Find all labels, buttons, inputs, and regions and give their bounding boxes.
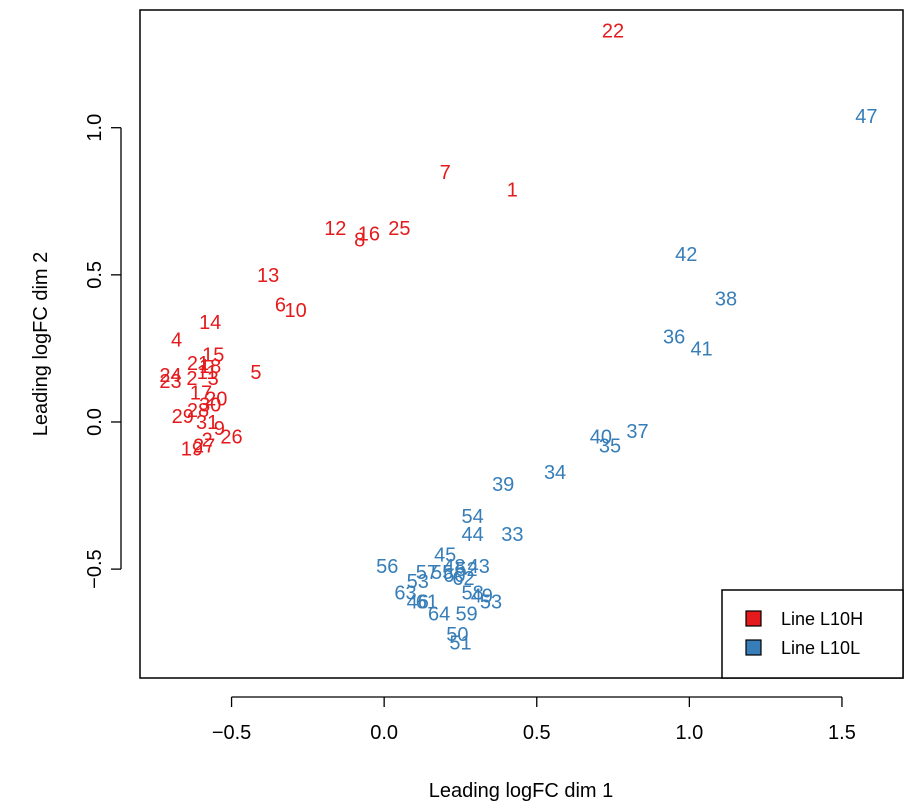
data-point-label: 33: [501, 524, 523, 546]
data-point-label: 41: [690, 338, 712, 360]
data-point-label: 54: [462, 506, 484, 528]
data-point-label: 53: [480, 591, 502, 613]
x-axis: −0.5 0.0 0.5 1.0 1.5: [212, 696, 856, 744]
data-point-label: 10: [285, 300, 307, 322]
data-point-label: 64: [428, 603, 450, 625]
legend: Line L10H Line L10L: [721, 589, 904, 679]
legend-swatch-line-l10l: [745, 639, 762, 656]
data-point-label: 60: [443, 565, 465, 587]
y-tick-label: 0.0: [84, 408, 106, 436]
legend-label-line-l10l: Line L10L: [781, 638, 860, 658]
data-point-label: 2: [186, 368, 197, 390]
data-point-label: 53: [407, 571, 429, 593]
data-point-label: 43: [468, 556, 490, 578]
data-point-label: 36: [663, 327, 685, 349]
data-point-label: 52: [455, 559, 477, 581]
data-point-label: 30: [199, 394, 221, 416]
data-point-label: 47: [855, 106, 877, 128]
data-point-label: 45: [434, 544, 456, 566]
y-tick-label: 1.0: [84, 114, 106, 142]
x-tick-label: 1.5: [828, 722, 856, 744]
data-point-label: 22: [602, 21, 624, 43]
data-point-label: 49: [471, 586, 493, 608]
data-point-label: 1: [507, 180, 518, 202]
data-point-label: 44: [462, 524, 484, 546]
data-point-label: 50: [446, 624, 468, 646]
data-point-label: 3: [208, 368, 219, 390]
data-point-label: 25: [388, 218, 410, 240]
data-point-label: 11: [197, 362, 218, 384]
data-point-label: 9: [214, 418, 225, 440]
data-point-label: 31: [196, 412, 218, 434]
x-tick-label: −0.5: [212, 722, 251, 744]
data-point-label: 20: [205, 388, 227, 410]
legend-box: [721, 589, 904, 679]
x-tick-label: 1.0: [675, 722, 703, 744]
data-point-label: 37: [626, 421, 648, 443]
data-point-label: 15: [202, 344, 224, 366]
data-point-label: 7: [440, 162, 451, 184]
legend-label-line-l10h: Line L10H: [781, 609, 863, 629]
data-point-label: 34: [544, 462, 566, 484]
data-point-label: 5: [250, 362, 261, 384]
data-point-label: 26: [220, 427, 242, 449]
x-tick-label: 0.0: [370, 722, 398, 744]
plot-frame: [139, 9, 904, 679]
legend-swatch-line-l10h: [745, 610, 762, 627]
data-point-label: 24: [159, 365, 181, 387]
data-point-label: 28: [187, 400, 209, 422]
y-tick-label: −0.5: [84, 549, 106, 588]
y-axis: −0.5 0.0 0.5 1.0: [84, 114, 122, 589]
data-point-label: 51: [449, 633, 471, 655]
data-point-label: 63: [394, 583, 416, 605]
data-point-label: 40: [590, 427, 612, 449]
data-point-label: 23: [159, 371, 181, 393]
data-point-label: 21: [187, 353, 209, 375]
data-point-label: 58: [462, 583, 484, 605]
data-point-label: 19: [181, 438, 203, 460]
data-point-label: 42: [675, 244, 697, 266]
data-point-label: 17: [190, 383, 212, 405]
data-point-label: 2: [202, 430, 213, 452]
data-point-label: 38: [715, 288, 737, 310]
data-point-label: 4: [171, 330, 182, 352]
data-point-label: 46: [407, 591, 429, 613]
x-tick-label: 0.5: [523, 722, 551, 744]
data-point-label: 61: [416, 591, 438, 613]
data-point-label: 8: [354, 230, 365, 252]
data-point-label: 39: [492, 474, 514, 496]
data-point-label: 27: [193, 436, 215, 458]
data-point-label: 48: [443, 556, 465, 578]
data-point-label: 62: [452, 568, 474, 590]
y-tick-label: 0.5: [84, 261, 106, 289]
data-point-label: 14: [199, 312, 221, 334]
y-axis-title: Leading logFC dim 2: [30, 252, 52, 437]
data-point-label: 55: [431, 562, 453, 584]
data-point-label: 6: [275, 294, 286, 316]
data-point-label: 57: [416, 562, 438, 584]
data-point-label: 29: [172, 406, 194, 428]
data-point-label: 16: [358, 224, 380, 246]
data-point-label: 18: [199, 356, 221, 378]
data-point-label: 13: [257, 265, 279, 287]
data-point-label: 59: [455, 603, 477, 625]
x-axis-title: Leading logFC dim 1: [429, 780, 614, 802]
data-point-label: 12: [324, 218, 346, 240]
data-point-label: 56: [376, 556, 398, 578]
data-point-label: 35: [599, 436, 621, 458]
